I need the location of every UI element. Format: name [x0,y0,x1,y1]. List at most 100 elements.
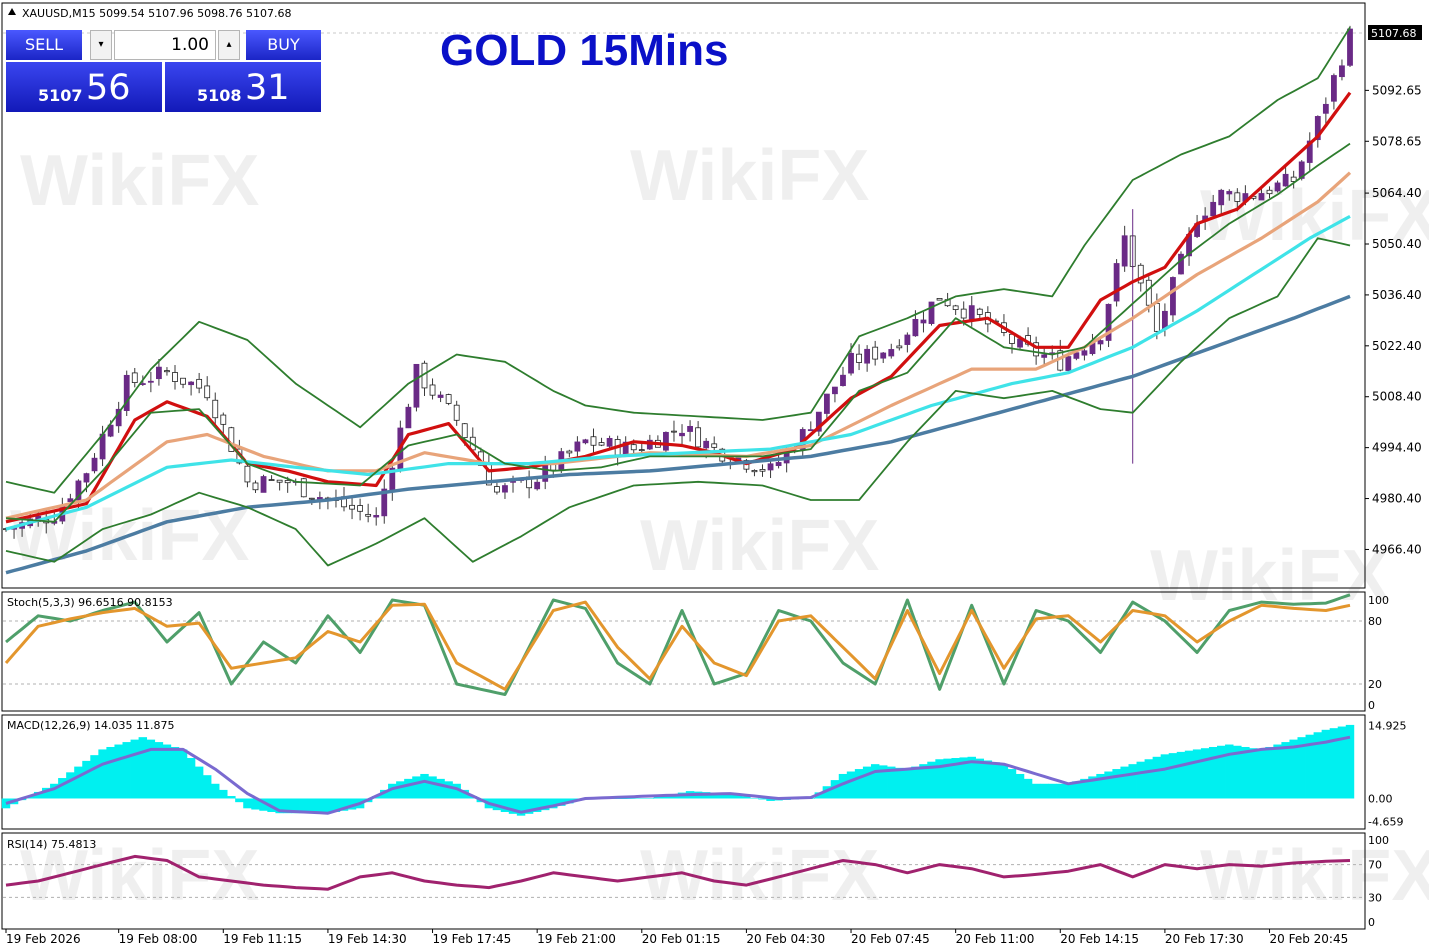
macd-histogram-bar [323,798,333,814]
candle-body [147,380,154,383]
lot-size-field[interactable]: 1.00 [114,30,216,60]
candle-body [83,473,90,483]
macd-histogram-bar [186,758,196,799]
macd-histogram-bar [1192,749,1202,799]
macd-histogram-bar [919,764,928,799]
macd-histogram-bar [1160,754,1170,799]
one-click-trading-panel: SELL ▾ 1.00 ▴ BUY 5107 56 5108 31 [6,30,321,112]
candle-body [1081,350,1088,356]
macd-histogram-bar [444,781,453,799]
rsi-tick-label: 0 [1368,916,1375,929]
candle-body [1153,302,1160,332]
candle-body [928,301,935,324]
candle-body [91,457,98,472]
candle-body [365,513,372,517]
macd-histogram-bar [943,758,952,799]
macd-histogram-bar [750,798,759,799]
macd-histogram-bar [1080,778,1089,799]
time-tick-label: 20 Feb 17:30 [1165,932,1244,946]
candle-body [276,479,283,483]
candle-body [687,425,693,432]
lot-increase-button[interactable]: ▴ [218,30,240,60]
macd-histogram-bar [1056,783,1065,799]
candle-body [494,486,500,493]
macd-histogram-bar [838,773,848,799]
candle-body [566,450,573,454]
price-series-bollinger [5,26,1351,494]
macd-histogram-bar [1015,773,1025,799]
macd-histogram-bar [1273,744,1282,799]
candle-body [1298,161,1305,179]
price-panel-frame [1,2,1366,589]
macd-histogram-bar [500,798,510,812]
macd-histogram-bar [540,798,550,811]
candle-body [542,464,549,482]
candle-body [349,504,355,510]
buy-button[interactable]: BUY [246,30,321,60]
macd-histogram-bar [347,798,357,810]
macd-histogram-bar [106,746,115,799]
macd-histogram-bar [1039,783,1049,799]
sell-price-button[interactable]: 5107 56 [6,62,162,112]
candle-body [606,437,613,447]
macd-histogram-bar [227,796,236,799]
price-tick-label: 4966.40 [1372,542,1422,556]
candle-body [590,436,597,446]
price-tick-label: 5078.65 [1372,134,1422,148]
candle-body [1033,342,1040,357]
candle-body [767,463,774,471]
macd-histogram-bar [532,798,542,812]
candle-body [413,363,420,408]
macd-histogram-bar [870,764,880,799]
price-tick-label: 4994.40 [1372,441,1422,455]
rsi-line [5,854,1351,891]
macd-signal-line [5,735,1351,815]
macd-histogram-bar [428,776,437,799]
current-price-tag [1368,25,1422,40]
macd-histogram-bar [460,789,469,799]
macd-histogram-bar [396,781,405,799]
candle-body [373,515,380,518]
lot-decrease-button[interactable]: ▾ [90,30,112,60]
candle-body [405,406,412,429]
candle-body [952,305,959,310]
macd-histogram-bar [887,766,896,799]
macd-histogram-bar [999,764,1009,799]
buy-price-small: 5108 [197,86,242,105]
macd-histogram-bar [299,798,308,814]
sell-button[interactable]: SELL [6,30,82,60]
macd-histogram-bar [1208,746,1218,799]
macd-histogram-bar [911,766,920,799]
candle-body [888,349,895,357]
candle-body [823,393,830,414]
price-tick-label: 5022.40 [1372,339,1422,353]
candle-body [1282,173,1289,187]
macd-histogram-bar [766,798,775,801]
candle-body [1347,28,1353,66]
candle-body [856,353,862,363]
buy-price-button[interactable]: 5108 31 [165,62,321,112]
macd-histogram-bar [1217,745,1226,799]
chart-title: GOLD 15Mins [440,26,729,75]
macd-histogram-bar [1257,749,1266,799]
candle-body [759,469,766,472]
time-tick-label: 20 Feb 01:15 [642,932,721,946]
macd-histogram-bar [1168,753,1178,799]
candle-body [67,498,74,502]
macd-histogram-bar [1136,761,1145,799]
rsi-tick-label: 70 [1368,859,1382,872]
candle-body [1121,235,1128,267]
candle-body [1210,201,1217,217]
macd-histogram-bar [758,798,767,800]
candle-body [864,348,871,364]
candle-body [75,480,82,501]
candle-body [1218,189,1225,206]
macd-histogram-bar [822,786,832,799]
macd-histogram-bar [878,765,888,799]
current-price-label: 5107.68 [1371,27,1417,40]
candle-body [1274,182,1281,192]
candle-body [1073,352,1080,359]
symbol-triangle-icon[interactable] [8,8,16,15]
macd-panel-frame [1,714,1366,830]
